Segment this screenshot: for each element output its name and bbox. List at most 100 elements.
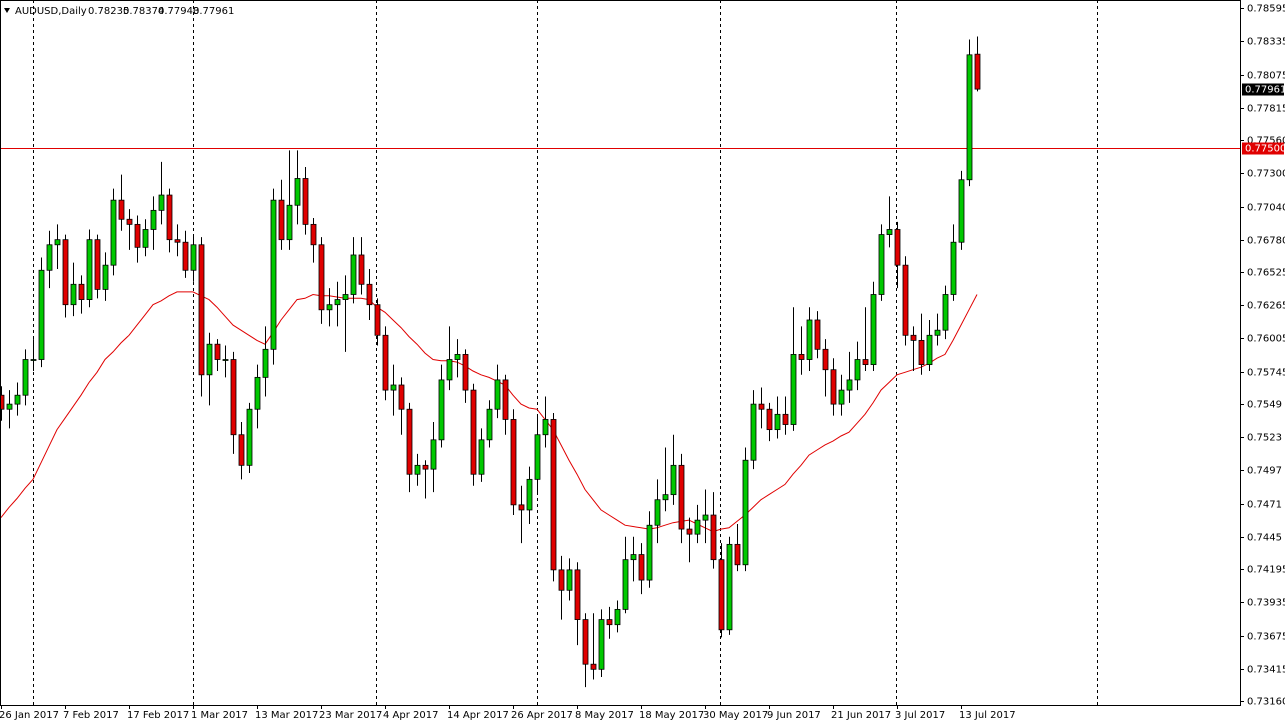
candle-body — [494, 379, 501, 410]
candle-body — [830, 369, 837, 405]
candle-body — [54, 239, 61, 246]
y-tick-label: 0.77560 — [1247, 136, 1285, 147]
candle-body — [390, 384, 397, 391]
candle-body — [94, 239, 101, 290]
symbol-title: AUDUSD,Daily — [15, 6, 87, 17]
y-tick-label: 0.73935 — [1247, 598, 1285, 609]
candle-body — [878, 234, 885, 295]
x-tick-label: 23 Mar 2017 — [319, 710, 382, 721]
candle-body — [614, 608, 621, 626]
candle-body — [838, 389, 845, 405]
y-tick-label: 0.78595 — [1247, 4, 1285, 15]
y-tick-label: 0.76780 — [1247, 236, 1285, 247]
candle-body — [366, 283, 373, 306]
candle-body — [358, 254, 365, 285]
candle-body — [718, 559, 725, 631]
candle-body — [214, 343, 221, 360]
candle-body — [406, 408, 413, 475]
x-tick-label: 13 Jul 2017 — [959, 710, 1016, 721]
candle-body — [654, 499, 661, 526]
y-tick-label: 0.76005 — [1247, 334, 1285, 345]
candle-body — [814, 319, 821, 350]
x-tick-label: 4 Apr 2017 — [383, 710, 438, 721]
candle-body — [886, 229, 893, 235]
candle-body — [166, 194, 173, 241]
y-tick-label: 0.73675 — [1247, 632, 1285, 643]
candle-body — [526, 478, 533, 511]
candle-body — [446, 359, 453, 381]
x-tick-label: 7 Feb 2017 — [63, 710, 119, 721]
candle-body — [678, 464, 685, 530]
candle-body — [318, 244, 325, 311]
candle-body — [518, 504, 525, 511]
candle-body — [974, 53, 981, 90]
candle-body — [0, 394, 5, 410]
candle-body — [942, 294, 949, 331]
candle-body — [758, 403, 765, 410]
y-tick-label: 0.76525 — [1247, 268, 1285, 279]
last-open: 0.78235 — [88, 6, 129, 17]
candle-body — [550, 419, 557, 571]
last-price-box — [1242, 83, 1284, 96]
candle-body — [502, 379, 509, 420]
candle-body — [462, 354, 469, 391]
candle-body — [950, 241, 957, 295]
candle-body — [278, 199, 285, 241]
candle-body — [782, 413, 789, 425]
candle-body — [310, 223, 317, 246]
y-tick-label: 0.77815 — [1247, 104, 1285, 115]
candle-body — [862, 359, 869, 366]
candle-body — [798, 354, 805, 360]
candle-body — [430, 439, 437, 470]
y-tick-label: 0.73415 — [1247, 665, 1285, 676]
candle-body — [78, 283, 85, 300]
candle-body — [958, 179, 965, 243]
candle-body — [350, 254, 357, 295]
candle-body — [270, 199, 277, 350]
x-tick-label: 9 Jun 2017 — [767, 710, 821, 721]
candle-body — [918, 339, 925, 366]
candle-body — [302, 178, 309, 225]
candle-body — [222, 359, 229, 361]
candle-body — [46, 244, 53, 271]
candle-body — [846, 379, 853, 391]
candle-body — [566, 569, 573, 591]
y-tick-label: 0.7497 — [1247, 466, 1282, 477]
candle-body — [726, 543, 733, 631]
candle-body — [470, 389, 477, 475]
candle-body — [542, 419, 549, 436]
candle-body — [190, 244, 197, 271]
candle-body — [118, 199, 125, 220]
candle-body — [646, 524, 653, 581]
candle-body — [342, 294, 349, 300]
x-tick-label: 8 May 2017 — [575, 710, 634, 721]
menu-arrow[interactable] — [4, 8, 10, 13]
candle-body — [198, 244, 205, 376]
y-tick-label: 0.7549 — [1247, 400, 1282, 411]
candle-body — [622, 559, 629, 610]
candle-body — [630, 554, 637, 561]
last-close: 0.77961 — [193, 6, 234, 17]
candle-body — [702, 514, 709, 521]
candle-body — [294, 178, 301, 206]
candle-body — [150, 209, 157, 230]
candle-body — [254, 376, 261, 410]
candle-body — [742, 459, 749, 566]
last-low: 0.77943 — [158, 6, 199, 17]
last-price-label: 0.77961 — [1245, 85, 1285, 96]
candle-body — [606, 619, 613, 626]
candle-body — [414, 464, 421, 475]
y-tick-label: 0.74195 — [1247, 565, 1285, 576]
x-tick-label: 18 May 2017 — [639, 710, 704, 721]
moving-average — [0, 291, 978, 533]
candle-body — [486, 408, 493, 441]
candle-body — [902, 264, 909, 336]
candle-body — [822, 348, 829, 371]
plot-frame — [0, 0, 1241, 706]
candle-body — [206, 343, 213, 376]
candle-body — [438, 379, 445, 441]
candle-body — [854, 359, 861, 381]
candle-body — [382, 334, 389, 391]
candle-body — [238, 434, 245, 466]
